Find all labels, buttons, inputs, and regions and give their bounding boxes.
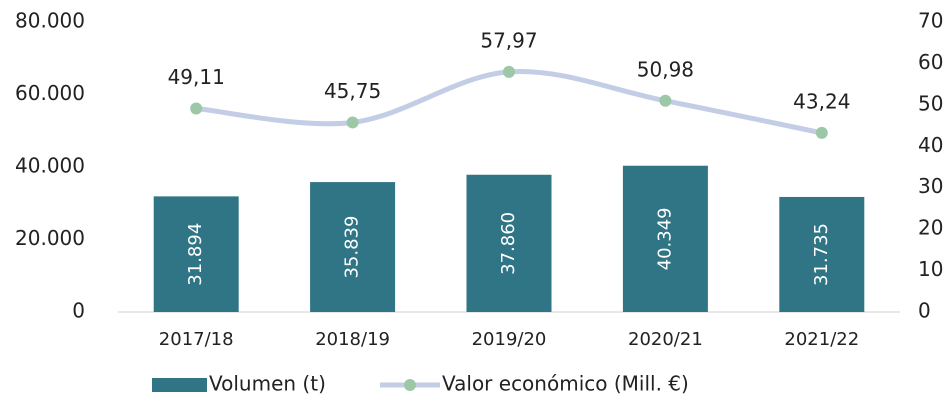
line	[193, 68, 825, 136]
line-value-label: 49,11	[168, 65, 225, 89]
y-tick-label: 80.000	[15, 9, 85, 33]
legend-swatch	[152, 378, 207, 392]
bar	[153, 196, 239, 312]
x-tick-label: 2017/18	[159, 329, 234, 350]
legend-label: Valor económico (Mill. €)	[442, 372, 689, 396]
y2-tick-label: 0	[918, 299, 931, 323]
y2-tick-label: 10	[918, 257, 943, 281]
bar-value-label: 31.735	[811, 223, 832, 286]
y-tick-label: 40.000	[15, 154, 85, 178]
line-value-label: 57,97	[480, 28, 537, 52]
bar	[310, 182, 396, 312]
line-marker	[346, 116, 359, 129]
bar-value-label: 35.839	[342, 216, 363, 279]
y2-tick-label: 50	[918, 91, 943, 115]
x-tick-label: 2018/19	[315, 329, 390, 350]
legend-swatch	[404, 379, 416, 391]
line-value-label: 43,24	[793, 89, 850, 113]
y-tick-label: 0	[72, 299, 85, 323]
y2-tick-label: 70	[918, 9, 943, 33]
bar	[466, 174, 552, 312]
y2-tick-label: 60	[918, 50, 943, 74]
bar-value-label: 31.894	[185, 223, 206, 286]
y-tick-label: 20.000	[15, 226, 85, 250]
y2-tick-label: 40	[918, 133, 943, 157]
y2-tick-label: 30	[918, 174, 943, 198]
line-marker	[659, 94, 672, 107]
bar	[779, 196, 865, 312]
legend-label: Volumen (t)	[209, 372, 326, 396]
line-marker	[190, 102, 203, 115]
line-marker	[503, 65, 515, 78]
bar	[622, 165, 708, 312]
x-tick-label: 2021/22	[784, 329, 859, 350]
x-tick-label: 2019/20	[472, 329, 547, 350]
bar-value-label: 40.349	[654, 207, 675, 270]
y-tick-label: 60.000	[15, 81, 85, 105]
y2-tick-label: 20	[918, 216, 943, 240]
line-marker	[815, 126, 828, 139]
line-value-label: 45,75	[324, 79, 381, 103]
x-tick-label: 2020/21	[628, 329, 703, 350]
bar-value-label: 37.860	[498, 212, 519, 275]
line-value-label: 50,98	[637, 57, 694, 81]
